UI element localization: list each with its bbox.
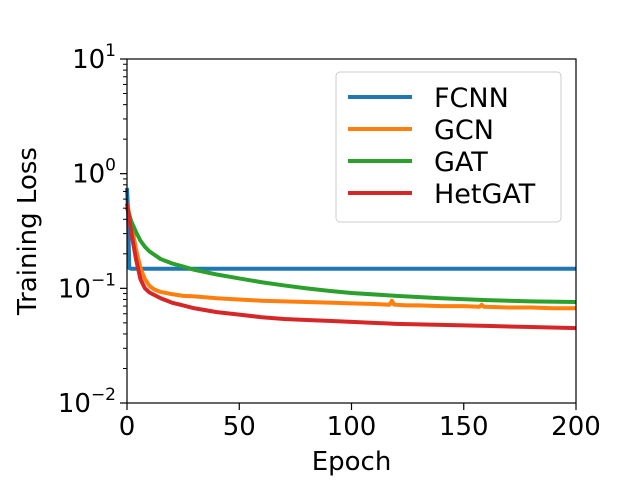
legend-label-gat: GAT <box>434 147 488 178</box>
x-axis-label: Epoch <box>312 447 392 477</box>
legend-label-fcnn: FCNN <box>434 83 509 114</box>
plot-frame <box>126 58 577 404</box>
series-line-hetgat <box>125 203 577 331</box>
x-tick-label: 200 <box>551 412 601 442</box>
x-tick-label: 50 <box>223 412 256 442</box>
y-minor-ticks <box>123 63 127 369</box>
series-line-gcn <box>125 203 576 311</box>
legend-label-gcn: GCN <box>434 115 494 146</box>
series-lines <box>125 187 577 331</box>
x-tick-label: 0 <box>119 412 136 442</box>
legend-label-hetgat: HetGAT <box>434 179 536 210</box>
x-tick-label: 150 <box>439 412 489 442</box>
axis-ticks: 0 50 100 150 200 10−2 10−1 100 101 <box>58 41 601 442</box>
y-tick-label: 101 <box>72 41 116 75</box>
y-axis-label: Training Loss <box>13 147 43 316</box>
legend-box <box>335 71 562 223</box>
series-line-fcnn <box>125 187 576 271</box>
series-line-gat <box>125 207 577 304</box>
y-tick-label: 10−2 <box>58 385 116 419</box>
x-tick-label: 100 <box>327 412 377 442</box>
y-tick-label: 10−1 <box>58 270 116 304</box>
y-tick-label: 100 <box>72 156 116 190</box>
